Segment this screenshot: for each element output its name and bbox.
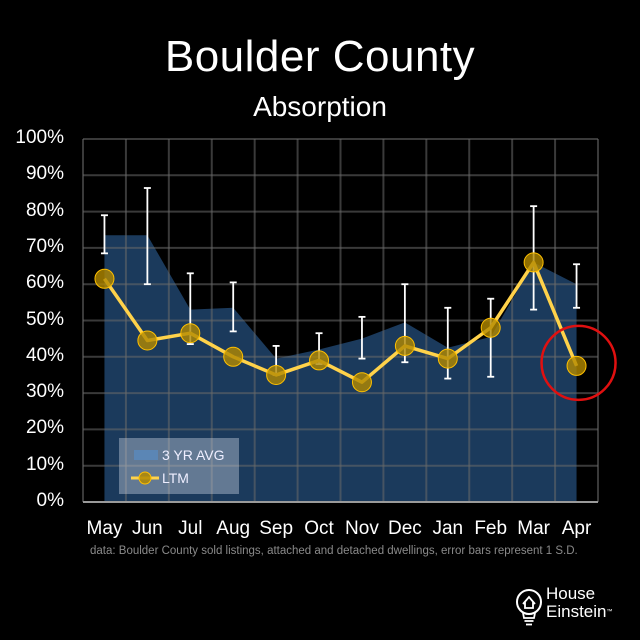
ltm-marker: [351, 372, 372, 393]
x-tick-label: Mar: [517, 518, 550, 539]
ltm-marker: [309, 350, 330, 371]
chart-legend: 3 YR AVG LTM: [119, 438, 239, 494]
ltm-marker: [566, 355, 587, 376]
logo-line2: Einstein: [546, 602, 607, 621]
y-tick-label: 80%: [25, 199, 64, 221]
ltm-marker: [523, 252, 544, 273]
x-tick-label: Feb: [474, 518, 508, 539]
x-tick-label: Dec: [387, 518, 422, 539]
ltm-marker: [266, 364, 287, 385]
x-tick-label: Jun: [132, 518, 163, 539]
ltm-marker: [437, 348, 458, 369]
ltm-marker: [223, 346, 244, 367]
y-tick-label: 20%: [25, 417, 64, 439]
y-tick-label: 30%: [25, 381, 64, 403]
ltm-marker: [480, 317, 501, 338]
y-tick-label: 0%: [36, 490, 64, 511]
area-swatch-icon: [134, 450, 158, 460]
y-tick-label: 70%: [25, 235, 64, 257]
house-einstein-logo: House Einstein™: [514, 585, 634, 630]
legend-label-ltm: LTM: [162, 470, 189, 486]
ltm-marker: [94, 268, 115, 289]
ltm-marker: [180, 323, 201, 344]
y-tick-label: 50%: [25, 308, 64, 330]
x-tick-label: Jan: [432, 518, 464, 539]
x-tick-label: Oct: [304, 518, 334, 539]
ltm-marker: [394, 335, 415, 356]
line-marker-swatch-icon: [131, 471, 159, 485]
x-tick-label: Nov: [345, 518, 379, 539]
x-tick-label: May: [86, 518, 123, 539]
y-tick-label: 40%: [25, 344, 64, 366]
data-source-footnote: data: Boulder County sold listings, atta…: [90, 545, 578, 557]
lightbulb-house-icon: [516, 589, 542, 626]
chart-title: Boulder County: [164, 32, 476, 81]
y-tick-label: 10%: [25, 453, 64, 475]
x-tick-label: Aug: [216, 518, 251, 539]
logo-line1: House: [546, 584, 596, 603]
x-tick-label: Apr: [561, 518, 592, 539]
logo-text: House Einstein™: [546, 585, 612, 621]
logo-trademark: ™: [606, 609, 613, 615]
x-tick-label: Jul: [178, 518, 203, 539]
legend-item-3yr-avg: 3 YR AVG: [119, 445, 225, 465]
legend-label-3yr-avg: 3 YR AVG: [162, 447, 225, 463]
x-tick-label: Sep: [259, 518, 294, 539]
y-tick-label: 90%: [25, 163, 64, 185]
y-tick-label: 100%: [15, 127, 64, 148]
ltm-marker: [137, 330, 158, 351]
highlight-circle: [540, 324, 617, 402]
y-tick-label: 60%: [25, 272, 64, 294]
legend-item-ltm: LTM: [119, 468, 189, 488]
chart-subtitle: Absorption: [253, 91, 387, 122]
